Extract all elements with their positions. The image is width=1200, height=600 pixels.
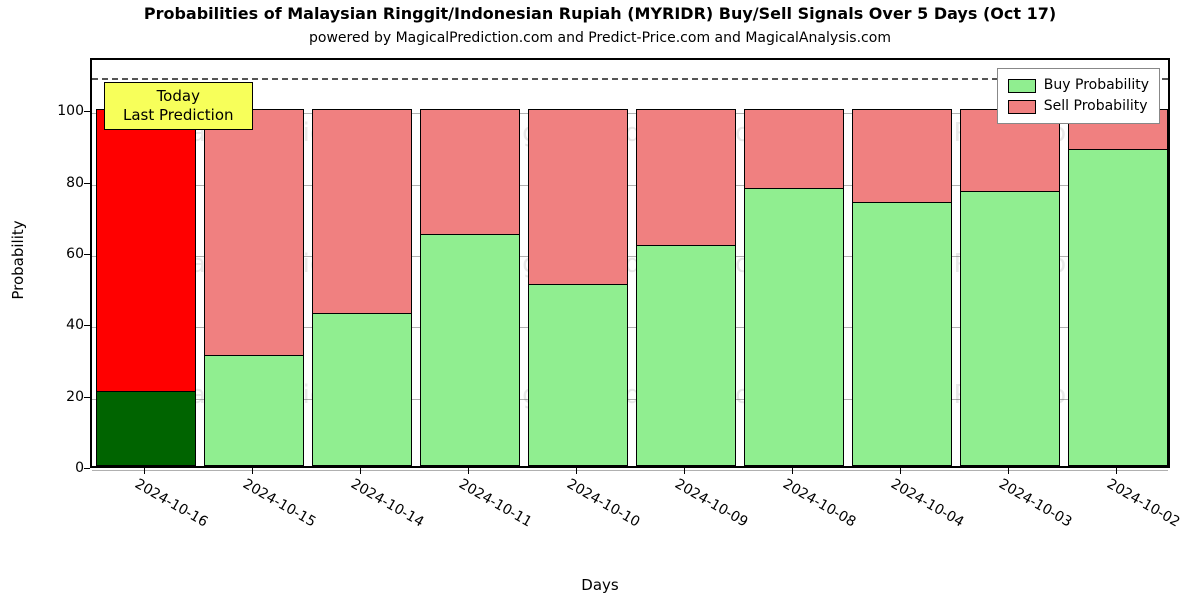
buy-bar	[312, 313, 411, 466]
gridline	[92, 470, 1168, 471]
x-tick-mark	[684, 468, 685, 474]
y-tick-label: 0	[24, 460, 84, 476]
x-tick-mark	[792, 468, 793, 474]
y-tick-label: 60	[24, 246, 84, 262]
y-tick-mark	[84, 183, 90, 184]
today-line1: Today	[123, 87, 234, 106]
legend-item-buy: Buy Probability	[1008, 75, 1149, 96]
x-tick-label: 2024-10-02	[1104, 476, 1182, 531]
chart-title: Probabilities of Malaysian Ringgit/Indon…	[0, 4, 1200, 23]
legend-swatch-buy	[1008, 79, 1036, 93]
y-tick-mark	[84, 254, 90, 255]
x-tick-mark	[468, 468, 469, 474]
legend-label-buy: Buy Probability	[1044, 75, 1149, 96]
legend-label-sell: Sell Probability	[1044, 96, 1148, 117]
buy-bar	[204, 355, 303, 466]
buy-bar	[420, 234, 519, 466]
x-tick-mark	[252, 468, 253, 474]
y-tick-label: 80	[24, 175, 84, 191]
x-tick-mark	[900, 468, 901, 474]
legend-swatch-sell	[1008, 100, 1036, 114]
buy-bar	[96, 391, 195, 466]
x-tick-mark	[360, 468, 361, 474]
x-tick-mark	[1008, 468, 1009, 474]
y-tick-label: 20	[24, 389, 84, 405]
x-axis-label: Days	[0, 576, 1200, 594]
y-tick-mark	[84, 111, 90, 112]
bar-slot	[528, 60, 627, 466]
plot-area: Today Last Prediction Buy Probability Se…	[90, 58, 1170, 468]
legend: Buy Probability Sell Probability	[997, 68, 1160, 124]
today-annotation: Today Last Prediction	[104, 82, 253, 130]
x-tick-label: 2024-10-04	[888, 476, 966, 531]
buy-bar	[744, 188, 843, 466]
x-tick-label: 2024-10-09	[672, 476, 750, 531]
bar-slot	[420, 60, 519, 466]
y-tick-label: 40	[24, 317, 84, 333]
buy-bar	[636, 245, 735, 466]
buy-bar	[1068, 149, 1167, 466]
x-tick-mark	[576, 468, 577, 474]
y-tick-mark	[84, 468, 90, 469]
chart-subtitle: powered by MagicalPrediction.com and Pre…	[0, 30, 1200, 46]
buy-bar	[960, 191, 1059, 466]
x-tick-label: 2024-10-08	[780, 476, 858, 531]
bar-slot	[636, 60, 735, 466]
figure: Probabilities of Malaysian Ringgit/Indon…	[0, 0, 1200, 600]
x-tick-label: 2024-10-14	[348, 476, 426, 531]
x-tick-label: 2024-10-03	[996, 476, 1074, 531]
x-tick-label: 2024-10-15	[240, 476, 318, 531]
today-line2: Last Prediction	[123, 106, 234, 125]
y-tick-mark	[84, 397, 90, 398]
x-tick-label: 2024-10-10	[564, 476, 642, 531]
y-tick-label: 100	[24, 103, 84, 119]
x-tick-label: 2024-10-16	[132, 476, 210, 531]
bar-slot	[312, 60, 411, 466]
bar-slot	[852, 60, 951, 466]
buy-bar	[852, 202, 951, 466]
x-tick-label: 2024-10-11	[456, 476, 534, 531]
bar-slot	[744, 60, 843, 466]
y-tick-mark	[84, 325, 90, 326]
x-tick-mark	[144, 468, 145, 474]
buy-bar	[528, 284, 627, 466]
legend-item-sell: Sell Probability	[1008, 96, 1149, 117]
x-tick-mark	[1116, 468, 1117, 474]
